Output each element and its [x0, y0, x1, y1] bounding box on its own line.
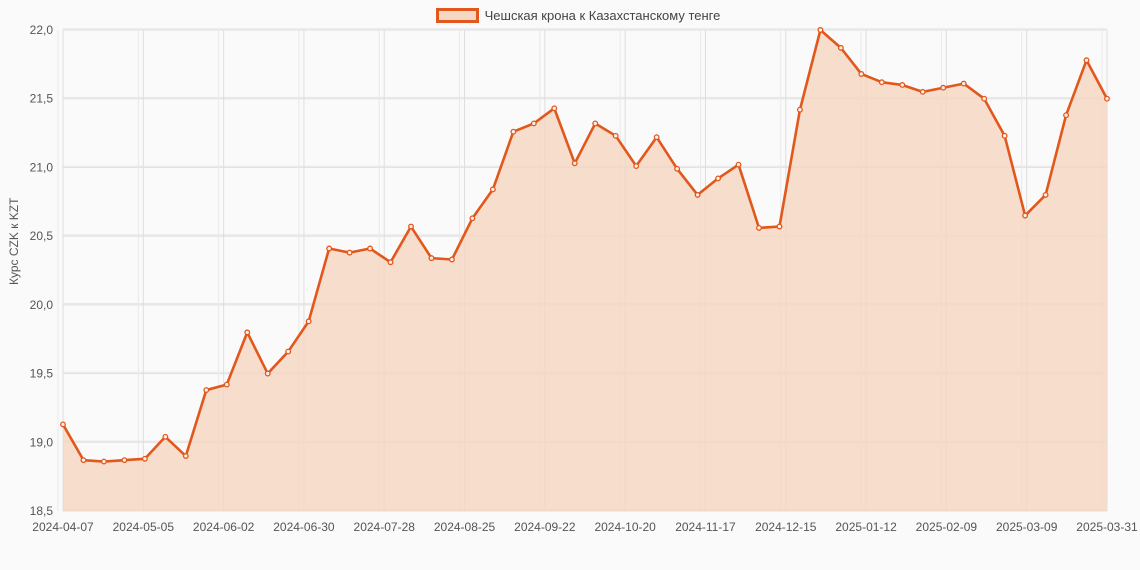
svg-text:2024-09-22: 2024-09-22 [514, 520, 576, 534]
svg-text:2025-03-31: 2025-03-31 [1076, 520, 1138, 534]
svg-text:20,0: 20,0 [30, 298, 54, 312]
svg-text:2025-03-09: 2025-03-09 [996, 520, 1058, 534]
svg-text:19,5: 19,5 [30, 367, 54, 381]
svg-text:2024-06-02: 2024-06-02 [193, 520, 255, 534]
svg-text:2024-08-25: 2024-08-25 [434, 520, 496, 534]
svg-text:2024-11-17: 2024-11-17 [675, 520, 736, 534]
svg-text:18,5: 18,5 [30, 504, 54, 518]
svg-text:2024-04-07: 2024-04-07 [32, 520, 94, 534]
svg-text:2024-06-30: 2024-06-30 [273, 520, 335, 534]
svg-text:2025-02-09: 2025-02-09 [916, 520, 978, 534]
svg-text:2025-01-12: 2025-01-12 [835, 520, 897, 534]
svg-text:21,5: 21,5 [30, 92, 54, 106]
svg-text:22,0: 22,0 [30, 23, 54, 37]
svg-text:19,0: 19,0 [30, 435, 54, 449]
svg-text:2024-05-05: 2024-05-05 [113, 520, 175, 534]
svg-text:20,5: 20,5 [30, 229, 54, 243]
svg-text:2024-12-15: 2024-12-15 [755, 520, 817, 534]
svg-text:21,0: 21,0 [30, 160, 54, 174]
svg-text:2024-07-28: 2024-07-28 [354, 520, 416, 534]
svg-text:2024-10-20: 2024-10-20 [594, 520, 656, 534]
